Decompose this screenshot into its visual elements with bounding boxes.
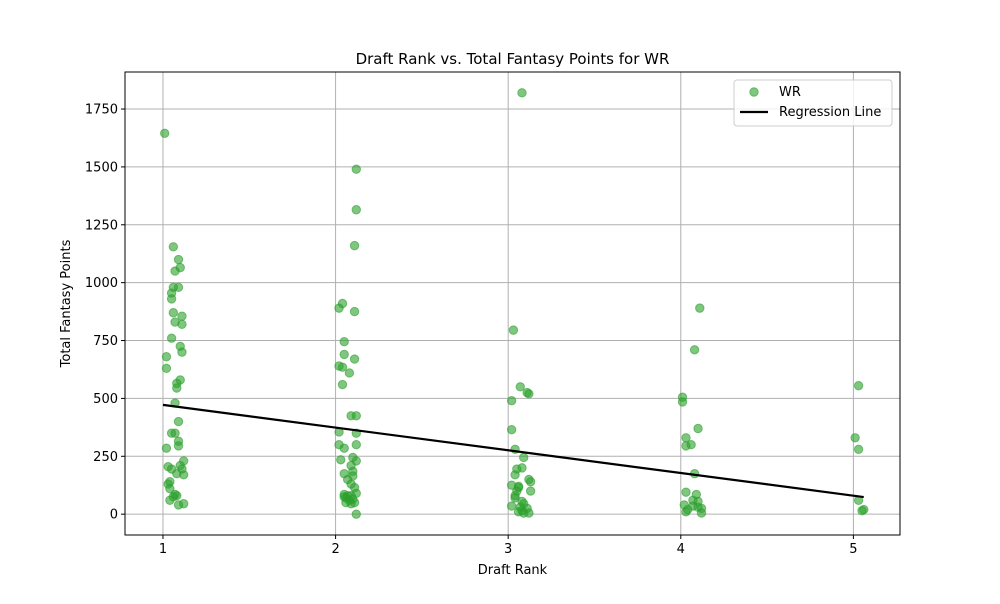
legend: WR Regression Line [733, 79, 893, 127]
data-point [165, 495, 175, 505]
data-point [346, 499, 356, 509]
data-point [168, 308, 179, 318]
data-point [696, 508, 707, 518]
data-point [349, 306, 360, 317]
y-tick-label: 500 [93, 392, 118, 407]
scatter-points [159, 88, 869, 519]
data-point [517, 88, 527, 98]
data-point [339, 336, 349, 347]
data-point [170, 266, 180, 276]
y-tick-label: 1000 [85, 276, 118, 291]
data-point [349, 240, 360, 251]
data-point [173, 500, 184, 510]
x-tick-label: 5 [849, 542, 857, 557]
data-point [524, 389, 534, 399]
data-point [161, 443, 172, 453]
x-tick-label: 3 [504, 542, 512, 557]
y-tick-label: 250 [93, 450, 118, 465]
data-point [351, 164, 361, 174]
data-point [159, 128, 170, 139]
data-point [515, 382, 525, 392]
y-tick-label: 0 [110, 508, 118, 523]
data-point [853, 444, 864, 455]
data-point [524, 508, 534, 518]
data-point [351, 411, 361, 421]
legend-label-regression: Regression Line [779, 105, 881, 120]
data-point [168, 242, 179, 252]
data-point [161, 363, 172, 374]
data-point [519, 452, 529, 463]
data-point [336, 455, 346, 465]
data-point [177, 319, 187, 330]
data-point [173, 416, 184, 427]
data-point [173, 254, 184, 265]
chart-title: Draft Rank vs. Total Fantasy Points for … [356, 50, 670, 68]
y-tick-label: 1750 [85, 103, 118, 118]
data-point [506, 424, 517, 435]
data-point [695, 303, 705, 313]
data-point [506, 396, 517, 406]
data-point [510, 470, 520, 480]
data-point [351, 509, 361, 519]
regression-layer [162, 403, 864, 499]
data-point [850, 433, 860, 443]
data-point [177, 311, 187, 321]
plot-frame [124, 71, 901, 536]
data-point [170, 428, 180, 438]
data-point [351, 440, 361, 450]
data-point [344, 368, 355, 378]
legend-box [733, 79, 893, 127]
data-point [172, 383, 182, 393]
y-tick-label: 1250 [85, 218, 118, 233]
data-point [525, 477, 536, 487]
data-point [339, 443, 349, 453]
data-point [506, 501, 517, 511]
data-point [857, 505, 867, 516]
data-point [177, 347, 187, 357]
y-axis-label: Total Fantasy Points [59, 239, 74, 368]
data-point [349, 354, 360, 364]
data-point [681, 441, 691, 451]
regression-line [162, 403, 864, 499]
x-axis-label: Draft Rank [478, 563, 548, 578]
data-point [351, 205, 361, 215]
data-point [334, 303, 344, 313]
data-point [337, 362, 348, 372]
data-point [166, 294, 177, 304]
grid [125, 72, 900, 535]
data-point [689, 345, 700, 355]
data-point [339, 349, 349, 360]
data-point [853, 380, 864, 391]
data-point [508, 325, 519, 335]
data-point [166, 333, 177, 343]
legend-marker-wr [749, 87, 759, 97]
y-tick-label: 1500 [85, 160, 118, 175]
legend-label-wr: WR [779, 85, 801, 100]
data-point [693, 423, 703, 434]
data-point [165, 484, 175, 494]
data-point [337, 379, 348, 390]
x-tick-label: 2 [331, 542, 339, 557]
y-tick-label: 750 [93, 334, 118, 349]
data-point [681, 507, 691, 517]
data-point [681, 487, 691, 497]
data-point [677, 397, 688, 407]
data-point [178, 470, 189, 480]
axis-ticks: 1 2 3 4 5 0 250 500 750 1000 1250 1500 1750 [85, 103, 858, 557]
x-tick-label: 4 [677, 542, 685, 557]
x-tick-label: 1 [159, 542, 167, 557]
data-point [161, 352, 172, 362]
data-point [173, 441, 184, 451]
data-point [525, 486, 536, 496]
